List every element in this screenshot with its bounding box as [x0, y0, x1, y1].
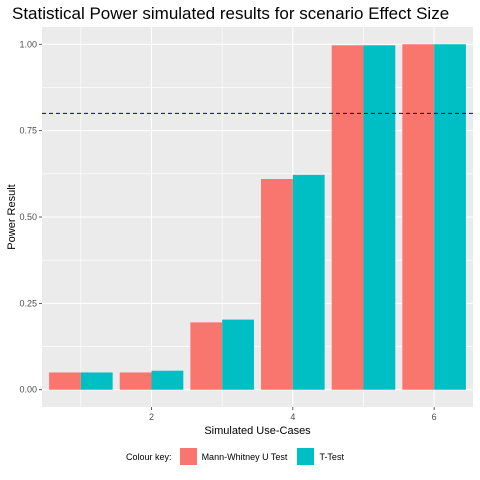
- bar-mann-whitney-5: [331, 45, 364, 390]
- legend-swatch-mann-whitney: [179, 448, 197, 465]
- bar-t-test-3: [222, 319, 254, 390]
- y-tick-label: 0.25: [19, 298, 37, 308]
- bar-t-test-4: [292, 174, 325, 390]
- chart-title: Statistical Power simulated results for …: [12, 4, 450, 23]
- x-tick-label: 4: [290, 412, 295, 422]
- x-tick-label: 6: [432, 412, 437, 422]
- legend-item-mann-whitney: Mann-Whitney U Test: [179, 448, 288, 465]
- bar-mann-whitney-3: [190, 322, 223, 390]
- legend-title: Colour key:: [126, 451, 172, 462]
- bar-mann-whitney-2: [119, 372, 152, 390]
- legend-item-t-test: T-Test: [297, 448, 344, 465]
- bar-t-test-2: [151, 370, 184, 390]
- x-tick-label: 2: [149, 412, 154, 422]
- bar-mann-whitney-1: [49, 372, 81, 390]
- bar-mann-whitney-4: [261, 179, 293, 390]
- y-tick-label: 0.50: [19, 212, 37, 222]
- legend: Colour key: Mann-Whitney U Test T-Test: [0, 448, 480, 465]
- y-tick-label: 0.75: [19, 126, 37, 136]
- legend-label-mann-whitney: Mann-Whitney U Test: [201, 451, 288, 462]
- bar-mann-whitney-6: [402, 44, 435, 390]
- bar-t-test-6: [434, 44, 466, 390]
- legend-label-t-test: T-Test: [319, 451, 344, 462]
- bar-t-test-5: [363, 45, 396, 390]
- y-axis-title: Power Result: [6, 184, 18, 249]
- y-tick-label: 0.00: [19, 385, 37, 395]
- bar-t-test-1: [80, 372, 113, 390]
- x-axis-title: Simulated Use-Cases: [204, 425, 311, 437]
- legend-swatch-t-test: [297, 448, 315, 465]
- y-tick-label: 1.00: [19, 39, 37, 49]
